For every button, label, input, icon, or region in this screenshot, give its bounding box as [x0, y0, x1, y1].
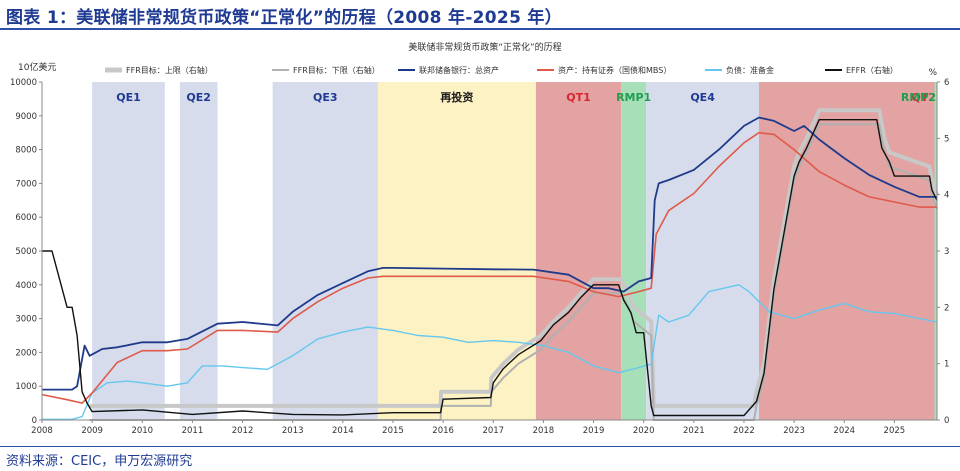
- period-label-6: QE4: [690, 91, 715, 104]
- period-label-5: RMP1: [616, 91, 651, 104]
- chart-title: 美联储非常规货币政策“正常化”的历程: [408, 41, 561, 53]
- legend-label-reserves: 负债：准备金: [726, 65, 774, 75]
- x-tick-label-7: 2015: [382, 426, 404, 436]
- left-axis-unit: 10亿美元: [18, 61, 56, 73]
- left-tick-label-7: 7000: [15, 179, 37, 189]
- x-tick-label-16: 2024: [833, 426, 855, 436]
- x-tick-label-0: 2008: [31, 426, 53, 436]
- chart-axes: 美联储非常规货币政策“正常化”的历程 10亿美元 % 0 1000 2000 3000…: [10, 41, 949, 436]
- period-band-5: [621, 82, 647, 420]
- x-tick-label-5: 2013: [282, 426, 304, 436]
- series-line-ffr-upper: [89, 108, 939, 408]
- left-tick-label-8: 8000: [15, 146, 37, 156]
- left-tick-label-6: 6000: [15, 213, 37, 223]
- period-band-0: [92, 82, 165, 420]
- policy-period-shading: [92, 82, 937, 420]
- x-tick-label-8: 2016: [432, 426, 454, 436]
- x-tick-label-15: 2023: [783, 426, 805, 436]
- series-line-total-assets: [42, 116, 937, 391]
- series-line-effr: [42, 118, 938, 417]
- period-label-0: QE1: [116, 91, 141, 104]
- right-tick-label-5: 5: [944, 134, 949, 144]
- chart-series: [41, 108, 939, 421]
- source-note: 资料来源：CEIC，申万宏源研究: [6, 454, 193, 469]
- right-tick-label-1: 1: [944, 360, 949, 370]
- period-band-1: [179, 82, 218, 420]
- left-tick-label-0: 0: [32, 416, 37, 426]
- period-label-7: QT2: [911, 91, 936, 104]
- series-line-securities: [41, 131, 937, 404]
- left-tick-label-2: 2000: [15, 348, 37, 358]
- period-band-7: [759, 82, 935, 420]
- chart-legend: FFR目标：上限（右轴） FFR目标：下限（右轴） 联邦储备银行：总资产 资产：持有证…: [105, 65, 898, 75]
- x-tick-label-13: 2021: [683, 426, 705, 436]
- legend-label-ffr-upper: FFR目标：上限（右轴）: [126, 65, 213, 75]
- header-divider: [0, 28, 960, 30]
- left-tick-label-10: 10000: [10, 78, 37, 88]
- right-tick-label-3: 3: [944, 247, 949, 257]
- legend-label-securities: 资产：持有证券（国债和MBS）: [558, 65, 671, 75]
- left-tick-label-4: 4000: [15, 281, 37, 291]
- left-tick-label-3: 3000: [15, 315, 37, 325]
- x-tick-label-9: 2017: [482, 426, 504, 436]
- period-label-3: 再投资: [440, 90, 473, 104]
- right-tick-label-2: 2: [944, 303, 949, 313]
- left-tick-label-5: 5000: [15, 247, 37, 257]
- legend-label-total-assets: 联邦储备银行：总资产: [419, 65, 499, 75]
- x-tick-label-2: 2010: [131, 426, 153, 436]
- x-tick-label-4: 2012: [232, 426, 254, 436]
- period-band-6: [646, 82, 760, 420]
- right-tick-label-0: 0: [944, 416, 949, 426]
- x-tick-label-11: 2019: [583, 426, 605, 436]
- legend-label-ffr-lower: FFR目标：下限（右轴）: [293, 65, 380, 75]
- period-band-2: [272, 82, 378, 420]
- left-tick-label-1: 1000: [15, 382, 37, 392]
- x-tick-label-17: 2025: [884, 426, 906, 436]
- x-tick-label-3: 2011: [182, 426, 204, 436]
- x-tick-label-1: 2009: [81, 426, 103, 436]
- period-label-8: RMP2: [901, 91, 936, 104]
- period-label-1: QE2: [186, 91, 211, 104]
- right-tick-label-6: 6: [944, 78, 949, 88]
- x-tick-label-10: 2018: [533, 426, 555, 436]
- x-tick-label-6: 2014: [332, 426, 354, 436]
- fed-balance-sheet-chart: 美联储非常规货币政策“正常化”的历程 10亿美元 % 0 1000 2000 3000…: [0, 30, 960, 446]
- period-label-2: QE3: [313, 91, 338, 104]
- series-line-reserves: [42, 284, 938, 420]
- x-tick-label-12: 2020: [633, 426, 655, 436]
- left-tick-label-9: 9000: [15, 112, 37, 122]
- period-label-4: QT1: [566, 91, 591, 104]
- period-band-8: [934, 82, 937, 420]
- right-tick-label-4: 4: [944, 191, 949, 201]
- right-axis-unit: %: [928, 68, 937, 78]
- figure-title: 图表 1：美联储非常规货币政策“正常化”的历程（2008 年-2025 年）: [6, 8, 563, 28]
- report-header: 图表 1：美联储非常规货币政策“正常化”的历程（2008 年-2025 年）: [0, 0, 960, 30]
- legend-label-effr: EFFR（右轴）: [846, 65, 898, 75]
- period-band-4: [535, 82, 622, 420]
- x-tick-label-14: 2022: [733, 426, 755, 436]
- footer-divider: [0, 446, 960, 447]
